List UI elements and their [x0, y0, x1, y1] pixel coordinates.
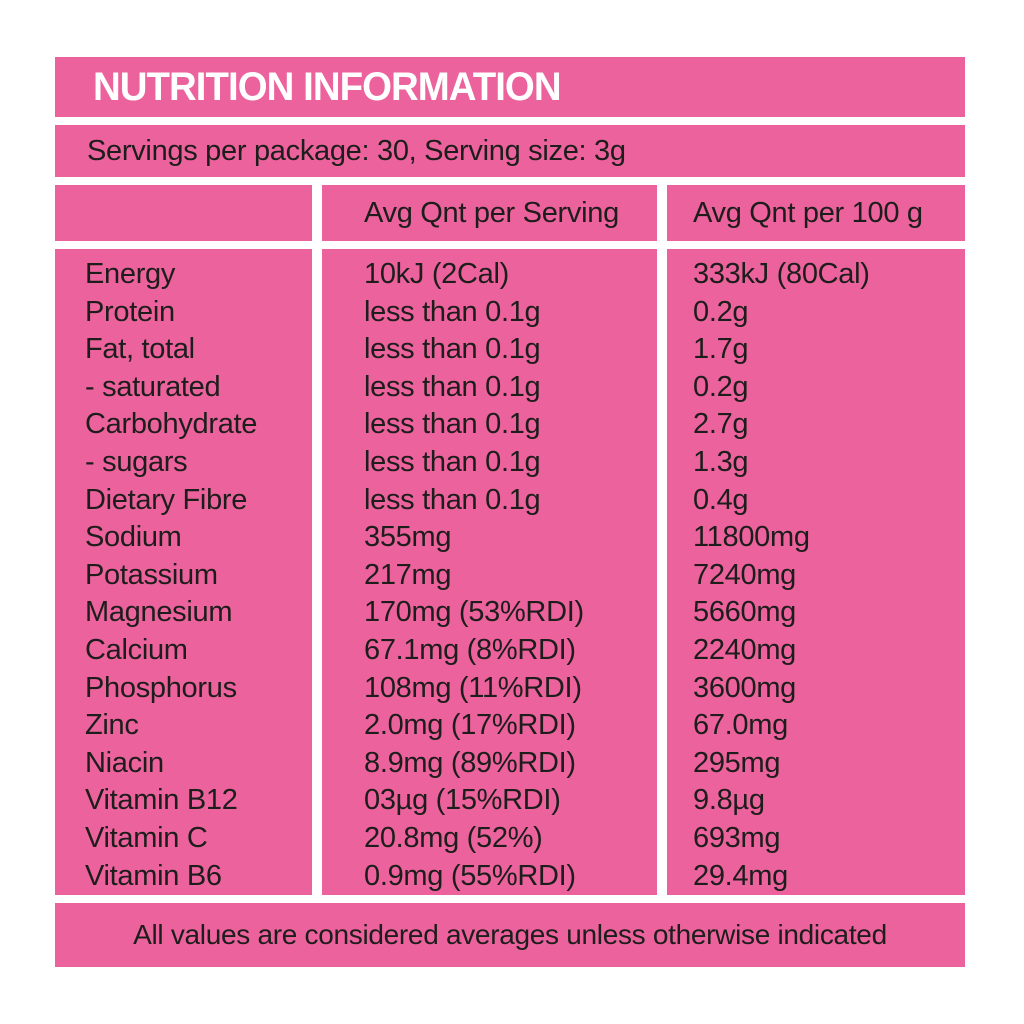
- header-per-serving: Avg Qnt per Serving: [322, 185, 657, 241]
- per-100g-value: 3600mg: [693, 671, 796, 704]
- per-100g-value: 29.4mg: [693, 859, 788, 892]
- header-per-100g: Avg Qnt per 100 g: [667, 185, 965, 241]
- per-serving-value: 10kJ (2Cal): [364, 258, 509, 290]
- per-100g-value: 0.4g: [693, 483, 749, 516]
- nutrient-name: Sodium: [85, 521, 182, 554]
- per-100g-value: 295mg: [693, 746, 781, 779]
- per-100g-value: 67.0mg: [693, 709, 788, 742]
- servings-text: Servings per package: 30, Serving size: …: [87, 134, 626, 167]
- per-serving-value: less than 0.1g: [364, 370, 541, 403]
- per-100g-value: 1.7g: [693, 333, 749, 366]
- per-100g-value: 333kJ (80Cal): [693, 258, 870, 290]
- per-serving-value: 355mg: [364, 521, 452, 554]
- nutrient-name: Zinc: [85, 709, 139, 742]
- nutrient-name: Vitamin B6: [85, 859, 222, 892]
- per-serving-value: less than 0.1g: [364, 333, 541, 366]
- per-100g-value: 693mg: [693, 821, 781, 854]
- per-serving-value: less than 0.1g: [364, 445, 541, 478]
- nutrient-name: Fat, total: [85, 333, 195, 366]
- title-bar: NUTRITION INFORMATION: [55, 57, 965, 117]
- nutrient-name: Magnesium: [85, 596, 233, 629]
- per-serving-value: 217mg: [364, 558, 452, 591]
- per-serving-value: 8.9mg (89%RDI): [364, 746, 576, 779]
- per-serving-value: less than 0.1g: [364, 483, 541, 516]
- per-100g-value: 7240mg: [693, 558, 796, 591]
- nutrient-name: Carbohydrate: [85, 408, 258, 441]
- per-100g-value: 0.2g: [693, 370, 749, 403]
- per-100g-value: 1.3g: [693, 445, 749, 478]
- nutrient-name: Vitamin B12: [85, 784, 238, 817]
- per-100g-value: 11800mg: [693, 521, 810, 554]
- per-serving-value: 20.8mg (52%): [364, 821, 543, 854]
- per-serving-value: 170mg (53%RDI): [364, 596, 584, 629]
- nutrient-name: Niacin: [85, 746, 164, 779]
- header-per-100g-label: Avg Qnt per 100 g: [693, 196, 923, 229]
- nutrient-name: Protein: [85, 295, 175, 328]
- per-100g-value: 9.8µg: [693, 784, 765, 817]
- servings-bar: Servings per package: 30, Serving size: …: [55, 125, 965, 177]
- nutrient-name: Energy: [85, 258, 176, 290]
- nutrient-name: Phosphorus: [85, 671, 237, 704]
- nutrient-name: Calcium: [85, 633, 188, 666]
- nutrient-name: - sugars: [85, 445, 188, 478]
- per-100g-column: 333kJ (80Cal) 0.2g 1.7g 0.2g 2.7g 1.3g 0.4g 118…: [667, 249, 965, 895]
- nutrient-name: - saturated: [85, 370, 221, 403]
- nutrition-label: NUTRITION INFORMATION Servings per packa…: [55, 57, 965, 967]
- per-serving-column: 10kJ (2Cal) less than 0.1g less than 0.1g l…: [322, 249, 657, 895]
- per-serving-value: 108mg (11%RDI): [364, 671, 582, 704]
- header-per-serving-label: Avg Qnt per Serving: [364, 196, 619, 229]
- per-100g-value: 2240mg: [693, 633, 796, 666]
- nutrient-name: Potassium: [85, 558, 218, 591]
- nutrient-name-column: Energy Protein Fat, total - saturated Carboh…: [55, 249, 312, 895]
- per-100g-value: 0.2g: [693, 295, 749, 328]
- header-nutrient-column: [55, 185, 312, 241]
- column-header-row: Avg Qnt per Serving Avg Qnt per 100 g: [55, 185, 965, 241]
- nutrient-name: Dietary Fibre: [85, 483, 248, 516]
- per-serving-value: 2.0mg (17%RDI): [364, 709, 576, 742]
- label-title: NUTRITION INFORMATION: [93, 64, 562, 109]
- table-body: Energy Protein Fat, total - saturated Carboh…: [55, 249, 965, 895]
- per-100g-value: 2.7g: [693, 408, 749, 441]
- footer-bar: All values are considered averages unles…: [55, 903, 965, 967]
- per-serving-value: 03µg (15%RDI): [364, 784, 561, 817]
- per-serving-value: less than 0.1g: [364, 295, 541, 328]
- per-100g-value: 5660mg: [693, 596, 796, 629]
- nutrient-name: Vitamin C: [85, 821, 208, 854]
- per-serving-value: 0.9mg (55%RDI): [364, 859, 576, 892]
- per-serving-value: less than 0.1g: [364, 408, 541, 441]
- per-serving-value: 67.1mg (8%RDI): [364, 633, 576, 666]
- footer-text: All values are considered averages unles…: [133, 919, 887, 950]
